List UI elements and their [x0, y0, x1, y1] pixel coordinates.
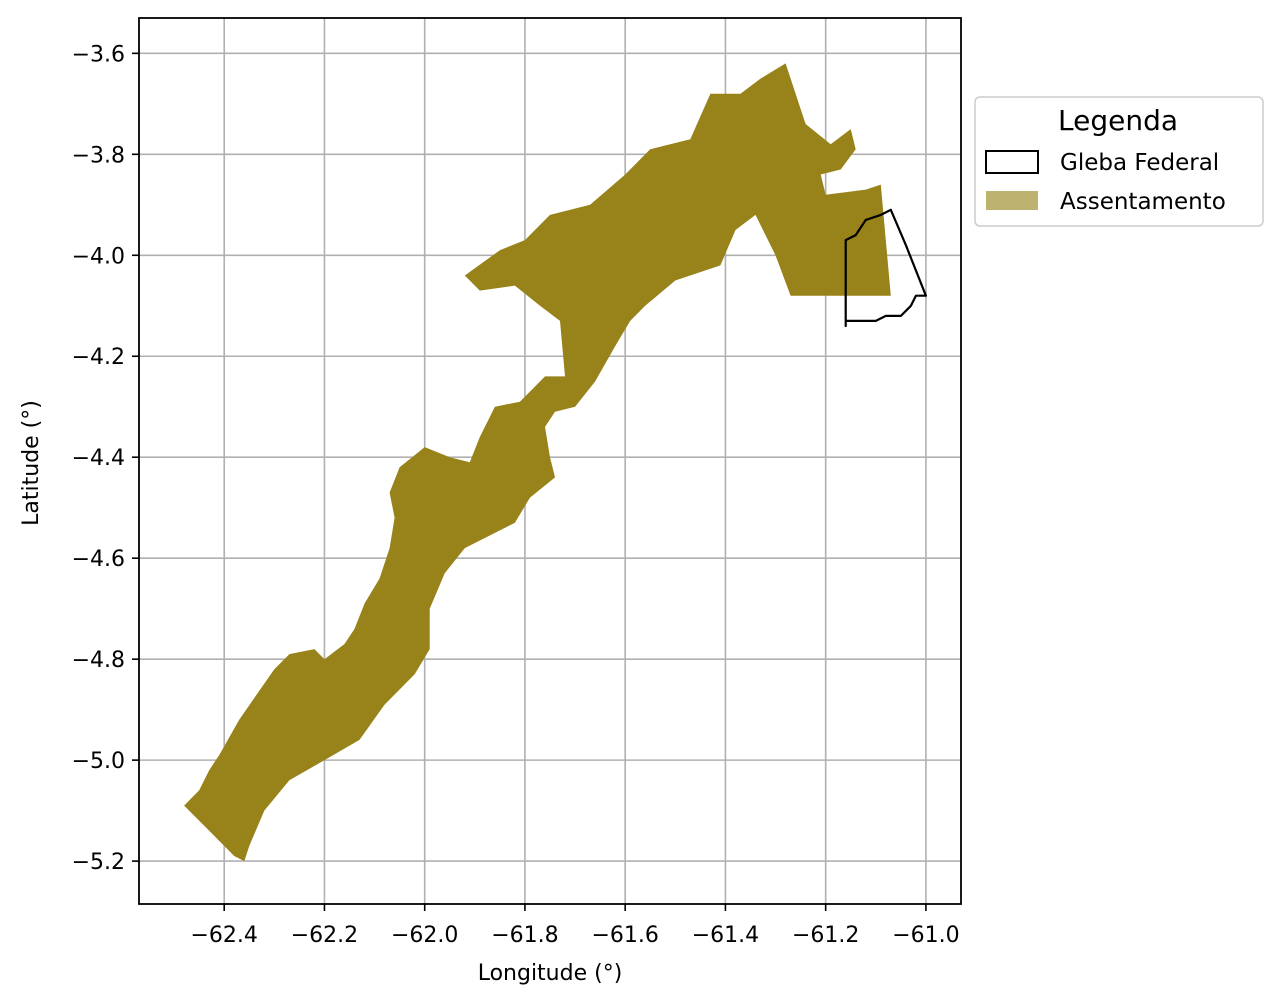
- x-tick-label: −62.0: [391, 923, 458, 948]
- x-tick-label: −62.2: [291, 923, 358, 948]
- legend-item-assentamento: Assentamento: [1060, 189, 1226, 215]
- y-axis-ticks: −3.6 −3.8 −4.0 −4.2 −4.4 −4.6 −4.8 −5.0 −5.2: [72, 42, 139, 875]
- assentamento-swatch: [986, 191, 1038, 210]
- gleba-federal-polygon: [844, 208, 927, 328]
- legend: Legenda Gleba Federal Assentamento: [974, 96, 1264, 227]
- plot-frame: [138, 17, 962, 905]
- y-tick-label: −4.8: [72, 648, 125, 673]
- x-tick-label: −61.8: [491, 923, 558, 948]
- y-tick-label: −4.6: [72, 547, 125, 572]
- legend-item-gleba-federal: Gleba Federal: [1060, 150, 1219, 176]
- assentamento-polygon: [184, 63, 891, 862]
- x-tick-label: −61.0: [892, 923, 959, 948]
- gleba-federal-swatch: [985, 150, 1039, 174]
- x-tick-label: −61.6: [591, 923, 658, 948]
- x-axis-label: Longitude (°): [478, 961, 623, 986]
- y-tick-label: −3.8: [72, 143, 125, 168]
- x-tick-label: −61.2: [792, 923, 859, 948]
- x-tick-label: −61.4: [692, 923, 759, 948]
- y-tick-label: −4.0: [72, 244, 125, 269]
- y-tick-label: −5.0: [72, 749, 125, 774]
- legend-title: Legenda: [1058, 104, 1178, 137]
- x-tick-label: −62.4: [190, 923, 257, 948]
- y-tick-label: −4.4: [72, 446, 125, 471]
- y-tick-label: −5.2: [72, 850, 125, 875]
- legend-box: [974, 96, 1264, 227]
- y-axis-label: Latitude (°): [19, 400, 44, 526]
- y-tick-label: −4.2: [72, 345, 125, 370]
- y-tick-label: −3.6: [72, 42, 125, 67]
- x-axis-ticks: −62.4 −62.2 −62.0 −61.8 −61.6 −61.4 −61.2 −61.0: [190, 904, 960, 948]
